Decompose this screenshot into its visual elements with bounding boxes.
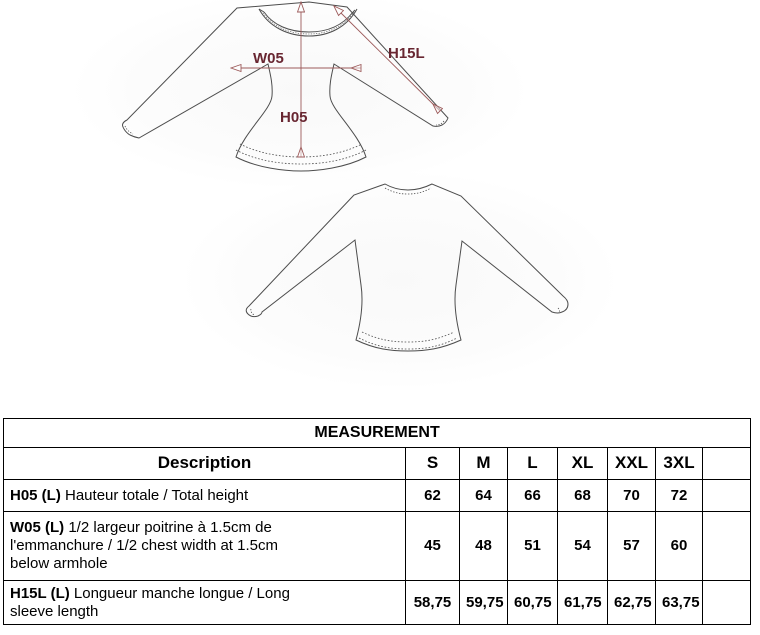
svg-text:W05: W05 xyxy=(253,50,284,67)
svg-text:H15L: H15L xyxy=(388,45,425,62)
svg-text:H05: H05 xyxy=(280,109,308,126)
